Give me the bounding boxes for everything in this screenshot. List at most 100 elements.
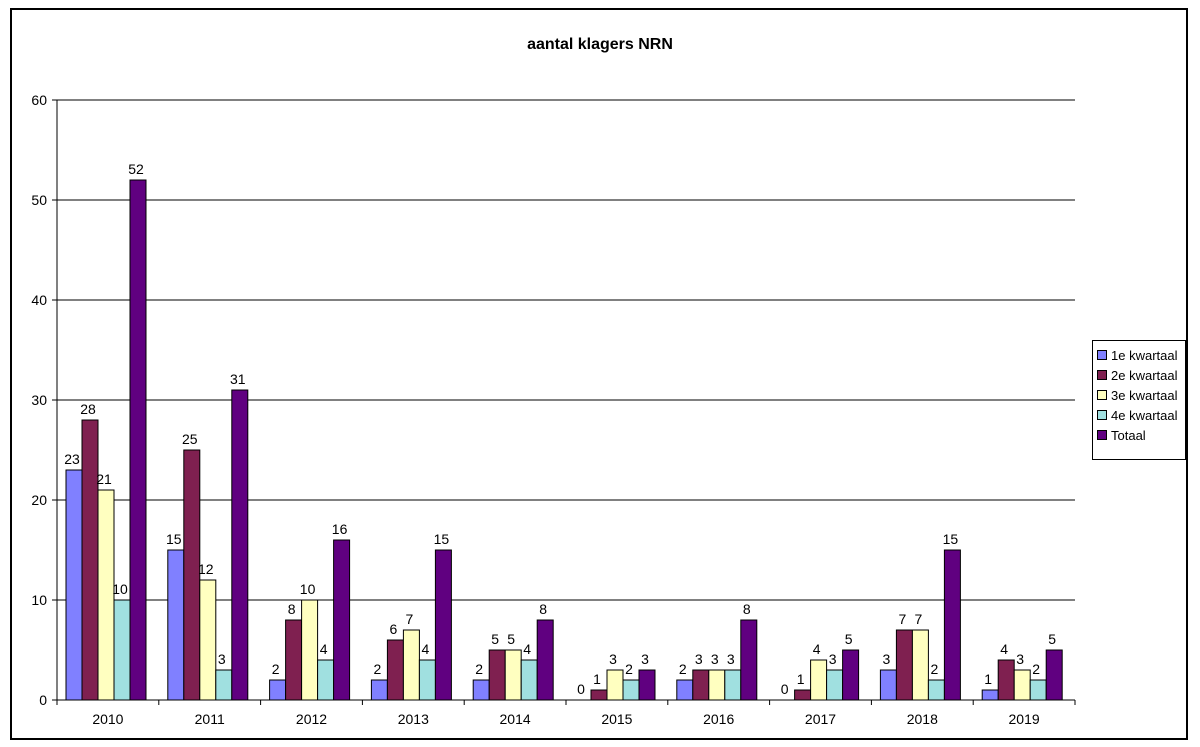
bar <box>606 669 624 701</box>
legend-label: 2e kwartaal <box>1111 367 1178 383</box>
bar <box>167 549 185 701</box>
data-label: 16 <box>332 521 348 537</box>
legend-label: 4e kwartaal <box>1111 407 1178 423</box>
legend-item: 4e kwartaal <box>1097 405 1181 425</box>
bar <box>536 619 554 701</box>
data-label: 4 <box>1000 641 1008 657</box>
data-label: 21 <box>96 471 112 487</box>
legend-item: Totaal <box>1097 425 1181 445</box>
data-label: 5 <box>1048 631 1056 647</box>
bar <box>981 689 999 701</box>
legend-label: 1e kwartaal <box>1111 347 1178 363</box>
bar <box>622 679 640 701</box>
bar <box>333 539 351 701</box>
legend-swatch <box>1097 430 1107 440</box>
legend-swatch <box>1097 370 1107 380</box>
data-label: 1 <box>593 671 601 687</box>
data-label: 10 <box>112 581 128 597</box>
bar <box>472 679 490 701</box>
x-tick-label: 2016 <box>703 711 734 727</box>
data-label: 15 <box>943 531 959 547</box>
data-label: 2 <box>931 661 939 677</box>
x-tick-label: 2015 <box>601 711 632 727</box>
data-label: 3 <box>641 651 649 667</box>
bar <box>879 669 897 701</box>
x-tick-label: 2011 <box>195 711 225 727</box>
bar <box>943 549 961 701</box>
data-label: 5 <box>491 631 499 647</box>
data-label: 0 <box>781 681 789 697</box>
bar <box>927 679 945 701</box>
data-label: 3 <box>218 651 226 667</box>
data-label: 7 <box>915 611 923 627</box>
legend-swatch <box>1097 390 1107 400</box>
data-label: 3 <box>1016 651 1024 667</box>
x-tick-label: 2013 <box>398 711 429 727</box>
bar <box>183 449 201 701</box>
bar <box>826 669 844 701</box>
legend-item: 3e kwartaal <box>1097 385 1181 405</box>
data-label: 3 <box>829 651 837 667</box>
data-label: 7 <box>899 611 907 627</box>
bar <box>1013 669 1031 701</box>
x-tick-label: 2014 <box>500 711 531 727</box>
bar <box>590 689 608 701</box>
chart-title: aantal klagers NRN <box>527 36 673 53</box>
legend-label: 3e kwartaal <box>1111 387 1178 403</box>
y-tick-label: 20 <box>31 492 47 508</box>
data-label: 4 <box>320 641 328 657</box>
bar <box>97 489 115 701</box>
y-tick-label: 30 <box>31 392 47 408</box>
data-label: 4 <box>422 641 430 657</box>
legend-item: 2e kwartaal <box>1097 365 1181 385</box>
data-label: 8 <box>288 601 296 617</box>
bar <box>285 619 303 701</box>
data-label: 15 <box>166 531 182 547</box>
y-tick-label: 50 <box>31 192 47 208</box>
data-label: 2 <box>679 661 687 677</box>
bar <box>434 549 452 701</box>
data-label: 3 <box>711 651 719 667</box>
bar <box>301 599 319 701</box>
data-label: 31 <box>230 371 246 387</box>
bar <box>81 419 99 701</box>
bar <box>402 629 420 701</box>
bar <box>1029 679 1047 701</box>
data-label: 25 <box>182 431 198 447</box>
bar <box>810 659 828 701</box>
data-label: 10 <box>300 581 316 597</box>
data-label: 3 <box>727 651 735 667</box>
data-label: 3 <box>883 651 891 667</box>
bar <box>676 679 694 701</box>
data-label: 2 <box>1032 661 1040 677</box>
bar <box>708 669 726 701</box>
x-tick-label: 2018 <box>907 711 938 727</box>
x-tick-label: 2010 <box>92 711 123 727</box>
bar <box>911 629 929 701</box>
y-tick-label: 10 <box>31 592 47 608</box>
bar <box>997 659 1015 701</box>
data-label: 3 <box>695 651 703 667</box>
bar <box>418 659 436 701</box>
bar <box>129 179 147 701</box>
data-label: 12 <box>198 561 214 577</box>
bar <box>231 389 249 701</box>
x-tick-label: 2019 <box>1009 711 1040 727</box>
data-label: 23 <box>64 451 80 467</box>
data-label: 2 <box>272 661 280 677</box>
bar <box>317 659 335 701</box>
bar <box>199 579 217 701</box>
x-tick-label: 2017 <box>805 711 836 727</box>
data-label: 8 <box>743 601 751 617</box>
data-label: 1 <box>797 671 805 687</box>
data-label: 5 <box>507 631 515 647</box>
bar <box>520 659 538 701</box>
bar <box>895 629 913 701</box>
data-label: 7 <box>406 611 414 627</box>
bar <box>724 669 742 701</box>
bar <box>504 649 522 701</box>
bar <box>215 669 233 701</box>
data-label: 3 <box>609 651 617 667</box>
y-tick-label: 60 <box>31 92 47 108</box>
data-label: 2 <box>475 661 483 677</box>
